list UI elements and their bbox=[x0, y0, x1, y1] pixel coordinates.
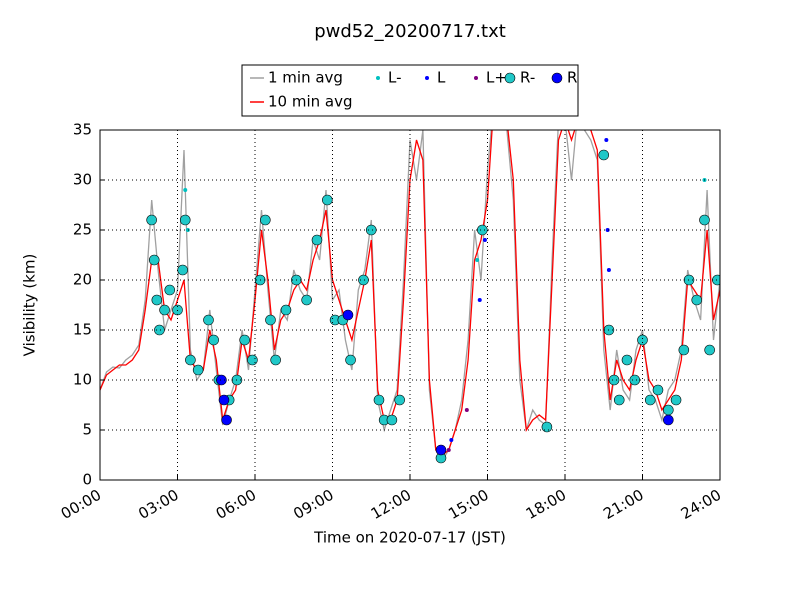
data-point bbox=[449, 438, 454, 442]
data-point bbox=[386, 414, 398, 426]
data-point bbox=[151, 294, 163, 306]
data-point bbox=[208, 334, 219, 346]
data-point bbox=[154, 324, 165, 336]
data-point bbox=[164, 284, 176, 296]
data-point bbox=[608, 374, 620, 386]
data-point bbox=[621, 354, 633, 366]
data-point bbox=[177, 264, 188, 276]
legend-swatch bbox=[425, 76, 429, 80]
data-point bbox=[704, 344, 715, 356]
x-tick-label: 09:00 bbox=[290, 486, 336, 523]
data-point bbox=[192, 364, 204, 376]
legend-swatch bbox=[504, 72, 516, 84]
data-point bbox=[613, 394, 625, 406]
data-point bbox=[183, 188, 188, 192]
data-point bbox=[712, 274, 720, 286]
data-point bbox=[301, 294, 312, 306]
data-point bbox=[185, 354, 196, 366]
data-point bbox=[691, 294, 703, 306]
y-tick-label: 15 bbox=[73, 321, 92, 339]
data-point bbox=[260, 214, 271, 226]
data-point bbox=[699, 214, 710, 226]
legend-box bbox=[241, 64, 579, 117]
data-point bbox=[644, 394, 656, 406]
x-tick-label: 15:00 bbox=[445, 486, 491, 523]
x-tick-label: 21:00 bbox=[600, 486, 646, 523]
legend-swatch bbox=[474, 76, 478, 80]
x-tick-label: 06:00 bbox=[213, 486, 259, 523]
legend-swatch bbox=[376, 76, 380, 80]
plot-area bbox=[100, 130, 720, 464]
data-point bbox=[373, 394, 385, 406]
chart-title: pwd52_20200717.txt bbox=[314, 21, 506, 42]
y-tick-label: 35 bbox=[73, 121, 92, 139]
data-point bbox=[322, 194, 333, 206]
x-tick-label: 24:00 bbox=[678, 486, 724, 523]
data-point bbox=[446, 448, 451, 452]
data-point bbox=[637, 334, 648, 346]
legend-label: 10 min avg bbox=[268, 93, 353, 111]
data-point bbox=[185, 228, 190, 232]
data-point bbox=[663, 404, 674, 416]
y-tick-label: 5 bbox=[82, 421, 92, 439]
data-point bbox=[247, 354, 258, 366]
legend-label: L- bbox=[388, 69, 402, 87]
y-tick-label: 20 bbox=[73, 271, 92, 289]
legend-label: L+ bbox=[486, 69, 507, 87]
data-point bbox=[670, 394, 682, 406]
data-point bbox=[394, 394, 405, 406]
data-point bbox=[477, 298, 482, 302]
legend-label: R- bbox=[520, 69, 535, 87]
data-point bbox=[606, 268, 611, 272]
data-point bbox=[345, 354, 356, 366]
data-point bbox=[605, 228, 610, 232]
data-point bbox=[541, 421, 553, 433]
legend-label: L bbox=[437, 69, 446, 87]
data-point bbox=[218, 394, 230, 406]
data-point bbox=[221, 414, 232, 426]
data-point bbox=[629, 374, 641, 386]
data-point bbox=[652, 384, 664, 396]
data-point bbox=[146, 214, 157, 226]
data-point bbox=[311, 234, 323, 246]
data-point bbox=[678, 344, 690, 356]
legend-label: R bbox=[567, 69, 577, 87]
x-tick-label: 00:00 bbox=[58, 486, 104, 523]
x-tick-label: 18:00 bbox=[523, 486, 569, 523]
data-point bbox=[663, 414, 674, 426]
x-tick-label: 12:00 bbox=[368, 486, 414, 523]
data-point bbox=[435, 444, 447, 456]
data-point bbox=[464, 408, 469, 412]
data-point bbox=[203, 314, 214, 326]
data-point bbox=[280, 304, 292, 316]
y-tick-label: 30 bbox=[73, 171, 92, 189]
data-point bbox=[604, 138, 609, 142]
data-point bbox=[365, 224, 377, 236]
data-point bbox=[179, 214, 191, 226]
data-point bbox=[475, 258, 480, 262]
data-point bbox=[270, 354, 281, 366]
data-point bbox=[148, 254, 160, 266]
legend-label: 1 min avg bbox=[268, 69, 343, 87]
y-tick-label: 10 bbox=[73, 371, 92, 389]
y-axis-label: Visibility (km) bbox=[21, 254, 39, 357]
y-tick-label: 0 bbox=[82, 471, 92, 489]
y-tick-label: 25 bbox=[73, 221, 92, 239]
data-point bbox=[342, 309, 354, 321]
data-point bbox=[477, 224, 488, 236]
x-tick-label: 03:00 bbox=[135, 486, 181, 523]
data-point bbox=[598, 149, 610, 161]
legend-swatch bbox=[551, 72, 563, 84]
data-point bbox=[265, 314, 276, 326]
data-point bbox=[482, 238, 487, 242]
data-point bbox=[239, 334, 250, 346]
data-point bbox=[159, 304, 170, 316]
x-axis-label: Time on 2020-07-17 (JST) bbox=[313, 529, 506, 547]
